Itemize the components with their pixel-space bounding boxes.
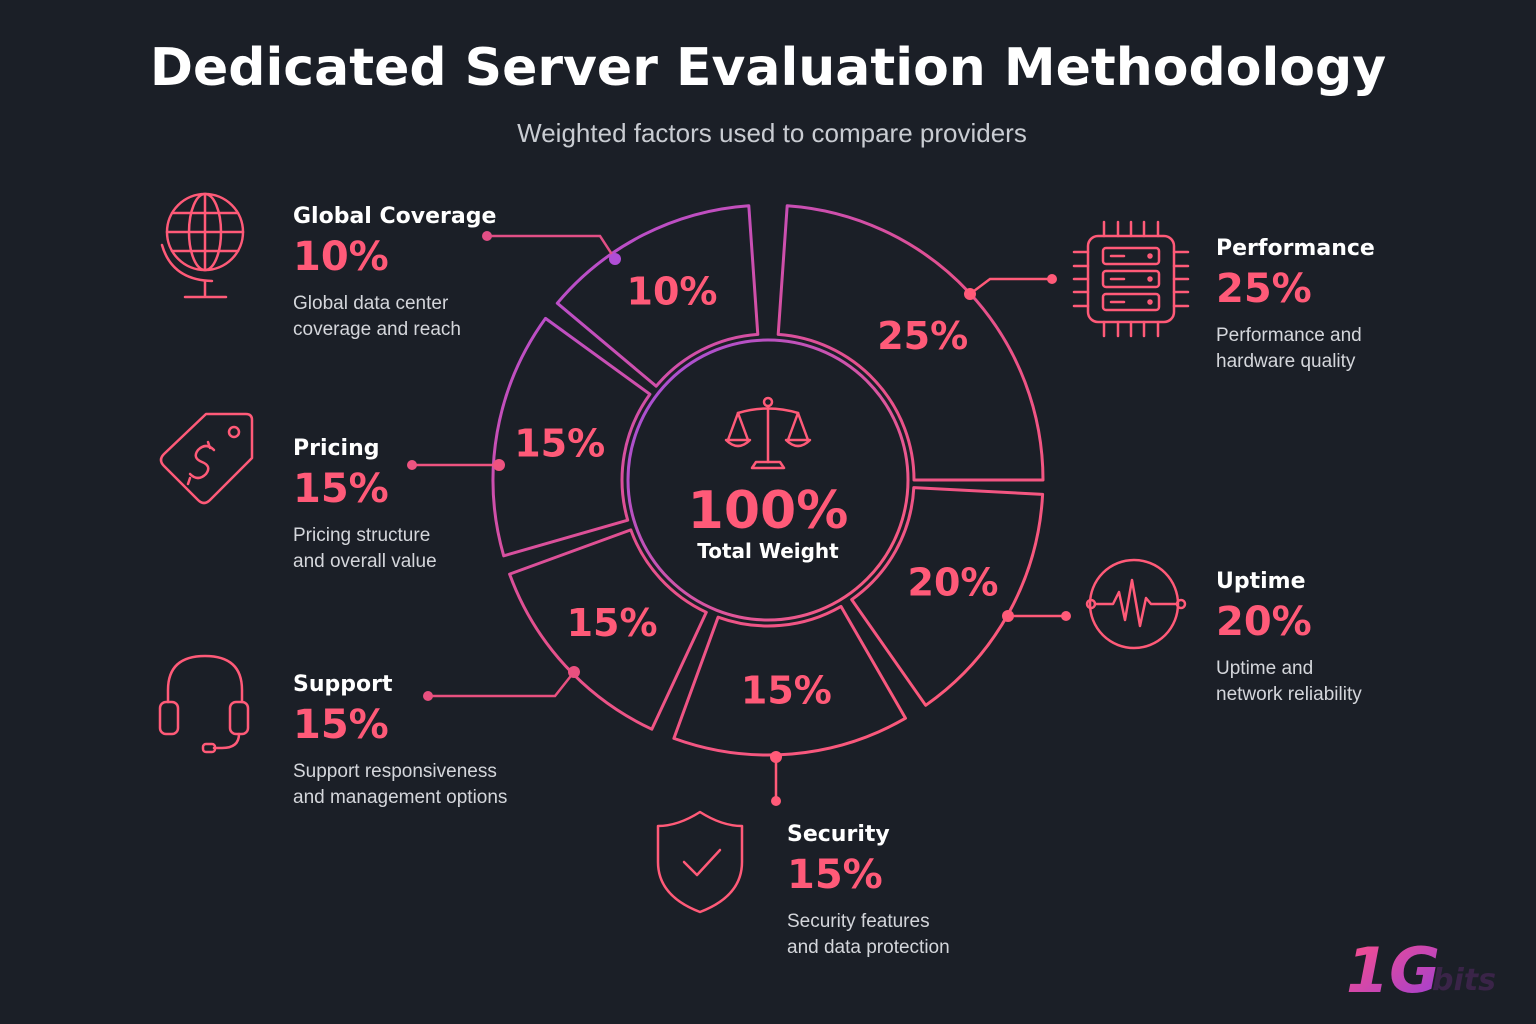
connector-dots	[407, 231, 1071, 806]
shield-check-icon	[656, 810, 744, 914]
factor-weight: 15%	[293, 702, 389, 748]
segment-pricing	[491, 316, 652, 558]
page-subtitle: Weighted factors used to compare provide…	[517, 118, 1027, 148]
svg-text:bits: bits	[1432, 963, 1496, 998]
connector-support	[426, 670, 576, 698]
heartbeat-icon	[1085, 558, 1187, 650]
factor-weight: 25%	[1216, 266, 1312, 312]
factor-uptime: Uptime 20% Uptime and network reliabilit…	[1216, 568, 1362, 708]
factor-pricing: Pricing 15% Pricing structure and overal…	[293, 435, 437, 575]
segment-label-performance: 25%	[877, 314, 968, 358]
segment-security	[672, 604, 907, 757]
factor-global-coverage: Global Coverage 10% Global data center c…	[293, 203, 496, 343]
page-title: Dedicated Server Evaluation Methodology	[149, 38, 1387, 98]
factor-description: Support responsiveness and management op…	[293, 761, 508, 808]
factor-performance: Performance 25% Performance and hardware…	[1216, 235, 1375, 375]
segment-label-global: 10%	[627, 270, 718, 314]
segment-support	[508, 528, 708, 731]
factor-name: Uptime	[1216, 569, 1306, 594]
segment-label-support: 15%	[567, 601, 658, 645]
price-tag-icon	[159, 412, 254, 505]
donut-segments: 25% 20% 15% 15% 15% 10%	[491, 204, 1045, 757]
center-circle	[626, 338, 910, 622]
svg-text:1G: 1G	[1346, 934, 1440, 1007]
factor-name: Support	[293, 672, 393, 697]
factor-name: Security	[787, 822, 890, 847]
factor-weight: 15%	[787, 852, 883, 898]
connector-performance	[968, 277, 1054, 296]
center-total-value: 100%	[688, 481, 849, 541]
factor-description: Global data center coverage and reach	[293, 293, 461, 340]
factor-name: Pricing	[293, 436, 380, 461]
factor-weight: 20%	[1216, 599, 1312, 645]
factor-weight: 10%	[293, 234, 389, 280]
globe-icon	[160, 192, 245, 299]
segment-label-pricing: 15%	[514, 421, 605, 465]
segment-label-security: 15%	[741, 669, 832, 713]
factor-description: Security features and data protection	[787, 911, 950, 958]
factor-description: Pricing structure and overall value	[293, 525, 437, 572]
factor-description: Uptime and network reliability	[1216, 658, 1362, 705]
brand-logo: 1G bits	[1346, 934, 1496, 1007]
factor-support: Support 15% Support responsiveness and m…	[293, 671, 507, 811]
headset-icon	[158, 654, 250, 754]
segment-uptime	[850, 486, 1045, 707]
connectors	[410, 234, 1068, 803]
connector-global	[485, 234, 617, 261]
segment-global	[555, 204, 760, 388]
factor-description: Performance and hardware quality	[1216, 325, 1362, 372]
segment-label-uptime: 20%	[908, 561, 999, 605]
factor-security: Security 15% Security features and data …	[787, 821, 950, 961]
scales-icon	[724, 396, 812, 470]
factor-name: Performance	[1216, 236, 1375, 261]
segment-performance	[776, 204, 1045, 482]
center-total-label: Total Weight	[697, 539, 839, 563]
factor-name: Global Coverage	[293, 204, 497, 229]
factor-weight: 15%	[293, 466, 389, 512]
server-chip-icon	[1072, 220, 1190, 338]
